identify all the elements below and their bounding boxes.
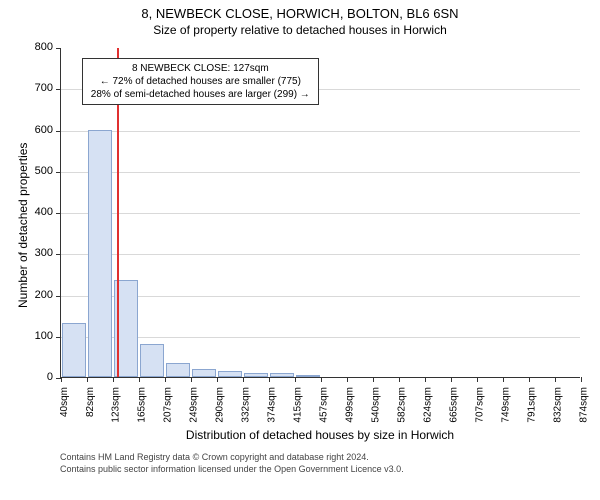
gridline (61, 131, 580, 132)
x-axis-label: Distribution of detached houses by size … (60, 428, 580, 442)
histogram-bar (192, 369, 216, 377)
footer-line-2: Contains public sector information licen… (60, 464, 404, 476)
histogram-bar (62, 323, 86, 377)
chart-subtitle: Size of property relative to detached ho… (0, 21, 600, 37)
histogram-bar (166, 363, 190, 377)
footer-line-1: Contains HM Land Registry data © Crown c… (60, 452, 404, 464)
chart-container: 8, NEWBECK CLOSE, HORWICH, BOLTON, BL6 6… (0, 0, 600, 500)
callout-line-3: 28% of semi-detached houses are larger (… (91, 88, 310, 101)
histogram-bar (270, 373, 294, 377)
gridline (61, 254, 580, 255)
y-axis-label: Number of detached properties (16, 143, 30, 308)
callout-line-2: ← 72% of detached houses are smaller (77… (91, 75, 310, 88)
gridline (61, 296, 580, 297)
gridline (61, 213, 580, 214)
callout-line-1: 8 NEWBECK CLOSE: 127sqm (91, 62, 310, 75)
footer-attribution: Contains HM Land Registry data © Crown c… (60, 452, 404, 475)
histogram-bar (296, 375, 320, 377)
callout-box: 8 NEWBECK CLOSE: 127sqm← 72% of detached… (82, 58, 319, 105)
plot-area: 010020030040050060070080040sqm82sqm123sq… (60, 48, 580, 378)
histogram-bar (140, 344, 164, 377)
chart-title: 8, NEWBECK CLOSE, HORWICH, BOLTON, BL6 6… (0, 0, 600, 21)
histogram-bar (88, 130, 112, 378)
gridline (61, 337, 580, 338)
histogram-bar (218, 371, 242, 377)
histogram-bar (244, 373, 268, 377)
gridline (61, 172, 580, 173)
